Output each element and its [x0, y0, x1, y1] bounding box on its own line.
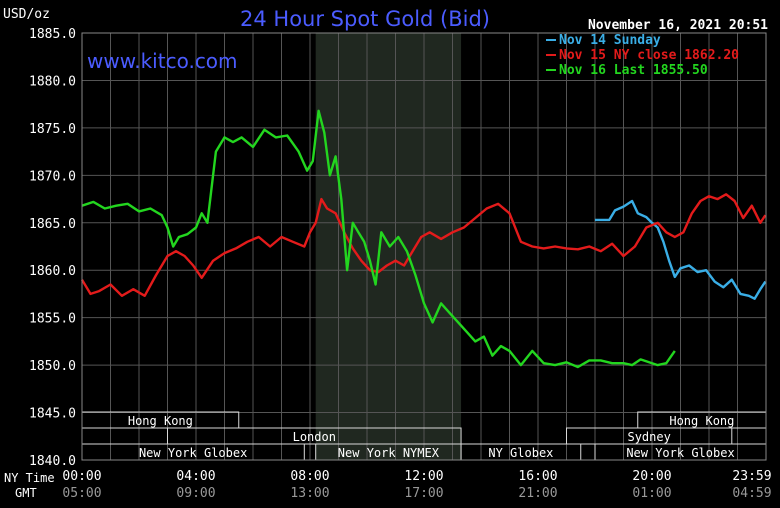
- session-label: NY Globex: [488, 446, 553, 460]
- x-tick-label-gmt: 09:00: [176, 486, 215, 501]
- x-tick-label-ny: 16:00: [518, 469, 557, 484]
- price-series: [80, 109, 767, 369]
- session-label: New York Globex: [626, 446, 734, 460]
- series-line: [595, 199, 767, 300]
- y-tick-label: 1850.0: [29, 359, 76, 374]
- x-tick-label-gmt: 21:00: [518, 486, 557, 501]
- trading-sessions: Hong Kong Hong Kong London Sydney New York G…: [81, 411, 767, 461]
- y-tick-label: 1880.0: [29, 74, 76, 89]
- timestamp: November 16, 2021 20:51: [588, 18, 768, 33]
- y-axis-label: USD/oz: [3, 7, 50, 22]
- watermark: www.kitco.com: [87, 49, 238, 73]
- x-tick-label-gmt: 05:00: [62, 486, 101, 501]
- x-tick-label-gmt: 04:59: [732, 486, 771, 501]
- y-tick-label: 1870.0: [29, 169, 76, 184]
- y-tick-label: 1855.0: [29, 312, 76, 327]
- y-axis-ticks: 1885.0 1880.0 1875.0 1870.0 1865.0 1860.0 1855…: [29, 27, 76, 469]
- legend-label: Nov 16 Last 1855.50: [559, 63, 708, 78]
- plot-border: [81, 32, 767, 461]
- x-tick-label-ny: 00:00: [62, 469, 101, 484]
- y-tick-label: 1860.0: [29, 264, 76, 279]
- y-tick-label: 1875.0: [29, 122, 76, 137]
- ny-time-row-label: NY Time: [4, 471, 55, 485]
- chart-title: 24 Hour Spot Gold (Bid): [240, 7, 490, 31]
- session-label: Hong Kong: [128, 414, 193, 428]
- gmt-row-label: GMT: [15, 486, 37, 500]
- x-tick-label-ny: 12:00: [404, 469, 443, 484]
- x-tick-label-ny: 20:00: [632, 469, 671, 484]
- legend-label: Nov 14 Sunday: [559, 33, 661, 48]
- y-tick-label: 1885.0: [29, 27, 76, 42]
- y-tick-label: 1865.0: [29, 217, 76, 232]
- series-line: [81, 109, 676, 369]
- x-tick-label-gmt: 13:00: [290, 486, 329, 501]
- x-tick-label-gmt: 01:00: [632, 486, 671, 501]
- session-box: [167, 427, 462, 445]
- session-label: London: [293, 430, 336, 444]
- x-tick-label-ny: 23:59: [732, 469, 771, 484]
- x-axis-ticks: 00:00 05:00 04:00 09:00 08:00 13:00 12:00 17:00…: [62, 469, 771, 501]
- session-label: Hong Kong: [669, 414, 734, 428]
- session-label: New York Globex: [139, 446, 247, 460]
- session-label: Sydney: [627, 430, 670, 444]
- x-tick-label-ny: 04:00: [176, 469, 215, 484]
- y-tick-label: 1845.0: [29, 407, 76, 422]
- x-tick-label-ny: 08:00: [290, 469, 329, 484]
- y-tick-label: 1840.0: [29, 454, 76, 469]
- nymex-session-shade: [315, 33, 462, 460]
- x-tick-label-gmt: 17:00: [404, 486, 443, 501]
- session-label: New York NYMEX: [338, 446, 440, 460]
- series-line: [80, 193, 767, 297]
- legend-label: Nov 15 NY close 1862.20: [559, 48, 739, 63]
